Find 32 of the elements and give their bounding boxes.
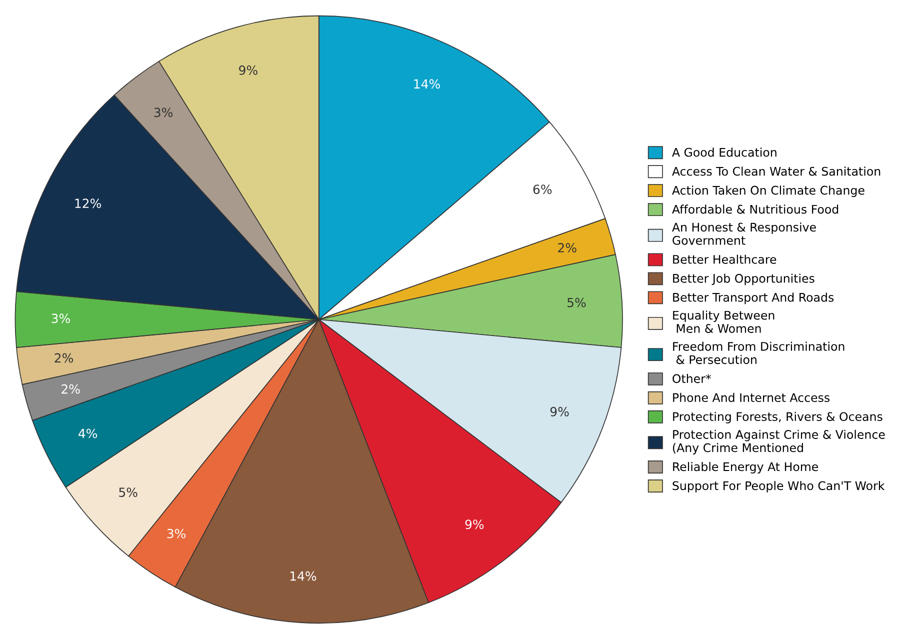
legend-label: Better Job Opportunities	[673, 274, 814, 286]
legend-label: An Honest & Responsive Government	[672, 222, 816, 245]
legend-label: Support For People Who Can'T Work	[672, 481, 885, 492]
data-label: 9%	[465, 520, 484, 530]
legend-label: Better Transport And Roads	[673, 292, 834, 304]
data-label: 5%	[568, 298, 586, 308]
data-label: 14%	[290, 571, 316, 581]
data-label: 4%	[78, 428, 98, 438]
data-label: 12%	[75, 198, 101, 208]
data-label: 6%	[533, 184, 552, 194]
data-label: 2%	[62, 384, 80, 394]
legend-label: Other*	[672, 374, 712, 384]
data-label: 14%	[414, 79, 440, 89]
legend-label: Equality Between Men & Women	[673, 310, 774, 333]
data-label: 2%	[54, 353, 74, 363]
legend-label: Better Healthcare	[673, 254, 776, 264]
data-label: 9%	[239, 65, 258, 75]
data-label: 3%	[167, 528, 186, 538]
data-label: 3%	[52, 314, 70, 324]
data-label: 2%	[558, 243, 576, 252]
data-label: 9%	[550, 406, 569, 416]
legend-label: Action Taken On Climate Change	[672, 186, 864, 198]
data-label: 3%	[154, 108, 173, 118]
legend-label: A Good Education	[672, 148, 776, 157]
legend-label: Reliable Energy At Home	[673, 462, 818, 474]
legend-label: Protecting Forests, Rivers & Oceans	[673, 412, 882, 424]
legend-label: Phone And Internet Access	[673, 392, 830, 402]
data-label: 5%	[119, 488, 138, 498]
legend-label: Protection Against Crime & Violence (Any Crime Mentioned	[672, 430, 885, 454]
legend-label: Affordable & Nutritious Food	[672, 204, 838, 214]
legend-label: Access To Clean Water & Sanitation	[672, 166, 880, 176]
legend-label: Freedom From Discrimination & Persecution	[673, 342, 844, 364]
